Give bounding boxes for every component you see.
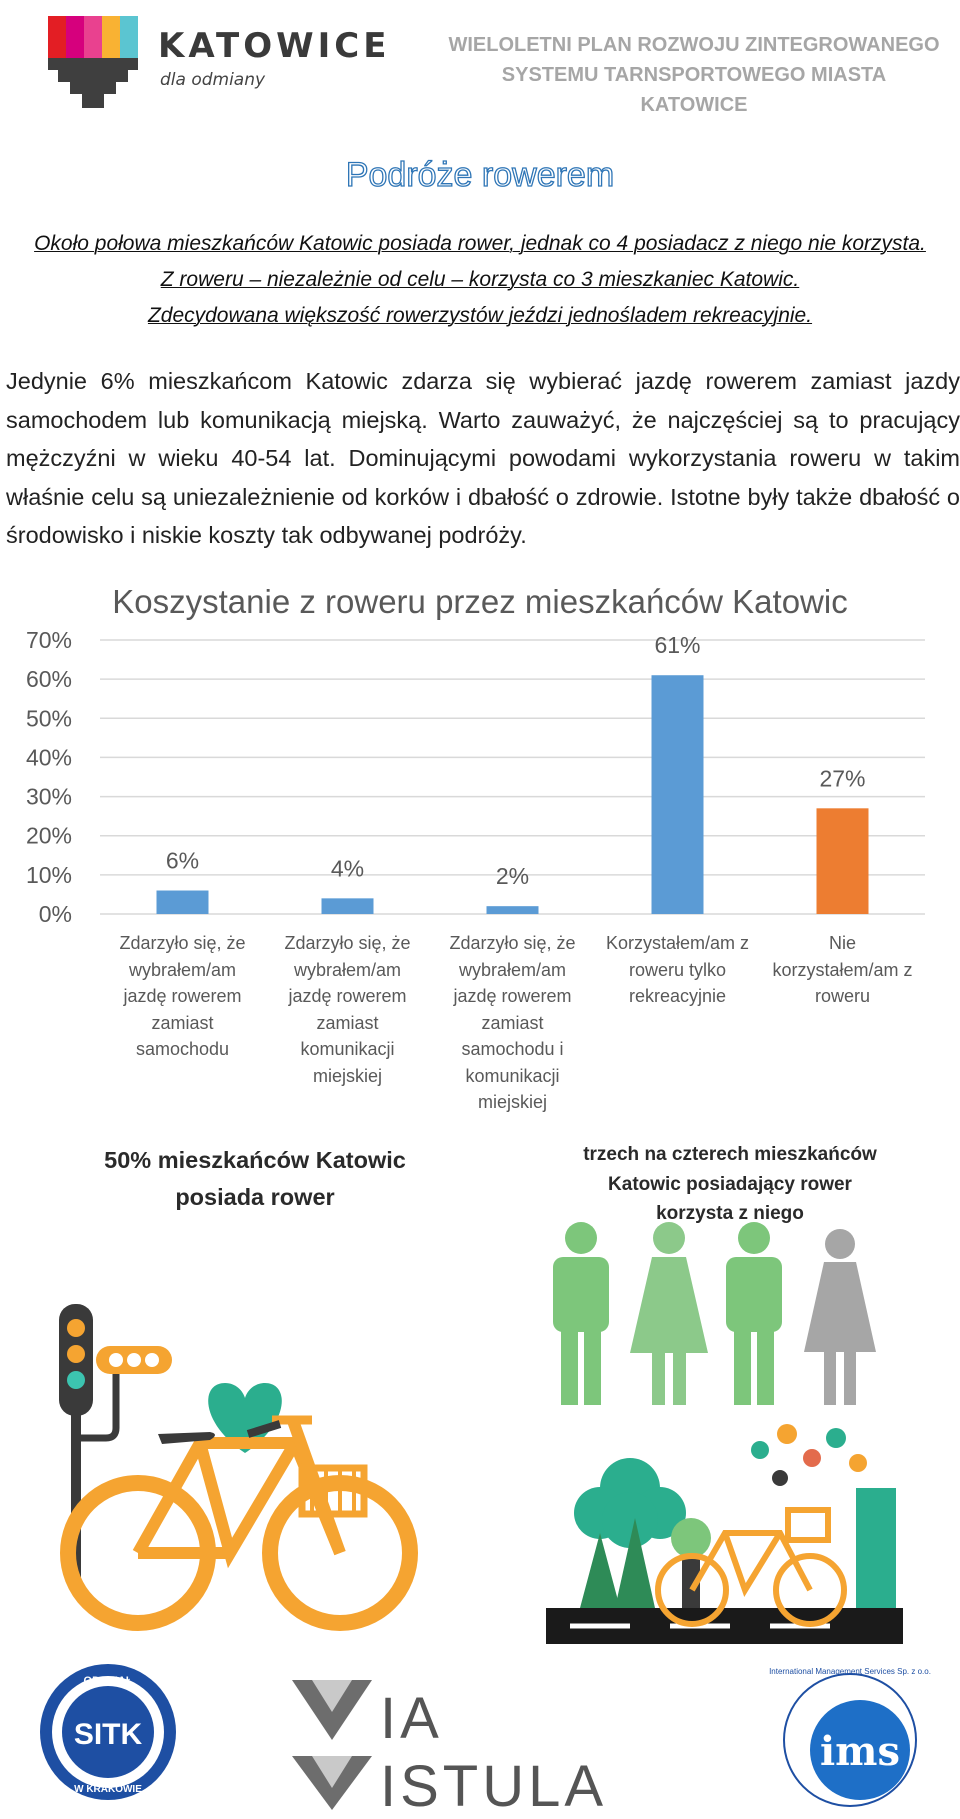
man-figure-icon — [553, 1222, 609, 1405]
caption-line: posiada rower — [175, 1184, 335, 1210]
y-tick-label: 30% — [26, 784, 72, 810]
y-tick-label: 40% — [26, 744, 72, 770]
bicycle-icon — [60, 1415, 418, 1631]
x-category-label-line: komunikacji — [465, 1065, 560, 1086]
y-tick-label: 50% — [26, 705, 72, 731]
x-category-label-line: samochodu i — [461, 1039, 564, 1059]
document-title-line: KATOWICE — [640, 94, 748, 116]
partner-logos: ODDZIAŁ SITK W KRAKOWIE IA ISTULA ims In… — [0, 1660, 960, 1819]
man-figure-icon — [726, 1222, 782, 1405]
bar-chart-svg: Koszystanie z roweru przez mieszkańców K… — [26, 583, 925, 927]
x-category-label-line: wybrałem/am — [128, 959, 237, 980]
sitk-logo: ODDZIAŁ SITK W KRAKOWIE — [40, 1664, 176, 1800]
x-category-label: Zdarzyło się, że wybrałem/am jazdę rowerem… — [433, 930, 593, 1116]
x-category-label-line: wybrałem/am — [293, 959, 402, 980]
x-category-label-line: Zdarzyło się, że — [284, 933, 411, 953]
caption-line: korzysta z niego — [656, 1203, 804, 1224]
ims-logo: ims International Management Services Sp… — [769, 1667, 931, 1807]
bar — [486, 906, 539, 914]
x-category-label-line: wybrałem/am — [458, 959, 567, 980]
caption-line: Katowic posiadający rower — [608, 1173, 852, 1195]
x-category-label-line: samochodu — [135, 1039, 230, 1059]
x-category-label-line: Korzystałem/am z — [605, 933, 750, 953]
via-vistula-line-2: ISTULA — [380, 1754, 607, 1814]
x-category-label: Nie korzystałem/am z roweru — [763, 930, 923, 1010]
ims-name: ims — [820, 1728, 900, 1775]
x-category-label-line: roweru — [814, 986, 871, 1006]
data-label: 4% — [331, 855, 364, 881]
x-category-label-line: Zdarzyło się, że — [449, 933, 576, 953]
sitk-bottom-text: W KRAKOWIE — [74, 1784, 142, 1795]
sitk-top-text: ODDZIAŁ — [84, 1675, 133, 1687]
caption-line: trzech na czterech mieszkańców — [583, 1144, 877, 1165]
caption-line: 50% mieszkańców Katowic — [104, 1147, 406, 1173]
x-category-label-line: jazdę rowerem — [123, 986, 242, 1006]
woman-figure-icon — [630, 1222, 708, 1405]
x-category-label: Zdarzyło się, że wybrałem/am jazdę rowerem… — [268, 930, 428, 1089]
x-category-label-line: zamiast — [151, 1012, 214, 1033]
x-category-label-line: Nie — [828, 933, 856, 953]
bar — [156, 890, 209, 914]
document-title-line: SYSTEMU TARNSPORTOWEGO MIASTA — [501, 64, 887, 86]
data-label: 27% — [819, 765, 865, 791]
x-category-label-line: korzystałem/am z — [772, 959, 913, 980]
bar — [321, 898, 374, 914]
x-category-label-line: miejskiej — [312, 1065, 382, 1086]
x-category-label: Korzystałem/am z roweru tylko rekreacyjnie — [598, 930, 758, 1010]
document-title: WIELOLETNI PLAN ROZWOJU ZINTEGROWANEGO S… — [434, 30, 954, 120]
bike-usage-infographic: trzech na czterech mieszkańców Katowic p… — [540, 1138, 920, 1658]
park-bike-icon — [546, 1414, 903, 1644]
y-tick-label: 60% — [26, 666, 72, 692]
data-label: 2% — [496, 863, 529, 889]
y-tick-label: 70% — [26, 627, 72, 653]
summary-line: Zdecydowana większość rowerzystów jeździ… — [147, 304, 813, 327]
section-title: Podróże rowerem — [345, 155, 615, 194]
x-category-label-line: Zdarzyło się, że — [119, 933, 246, 953]
x-category-label-line: jazdę rowerem — [453, 986, 572, 1006]
partner-logos-svg: ODDZIAŁ SITK W KRAKOWIE IA ISTULA ims In… — [40, 1664, 931, 1819]
x-category-label-line: komunikacji — [300, 1039, 395, 1059]
x-category-label-line: zamiast — [481, 1012, 544, 1033]
city-tagline: dla odmiany — [160, 70, 266, 90]
bike-ownership-caption: 50% mieszkańców Katowic posiada rower — [40, 1142, 470, 1216]
sitk-name: SITK — [74, 1718, 143, 1751]
summary: Około połowa mieszkańców Katowic posiada… — [0, 226, 960, 334]
y-tick-label: 0% — [39, 901, 72, 927]
woman-figure-icon — [804, 1229, 876, 1405]
katowice-logo: KATOWICE dla odmiany — [48, 12, 386, 112]
data-label: 6% — [166, 848, 199, 874]
bike-usage-caption: trzech na czterech mieszkańców Katowic p… — [540, 1140, 920, 1229]
city-name: KATOWICE — [158, 26, 391, 66]
via-vistula-line-1: IA — [380, 1686, 443, 1751]
body-paragraph: Jedynie 6% mieszkańcom Katowic zdarza si… — [6, 368, 960, 548]
y-tick-label: 20% — [26, 823, 72, 849]
bar — [816, 808, 869, 914]
x-category-label-line: jazdę rowerem — [288, 986, 407, 1006]
people-illustration — [546, 1222, 903, 1644]
chart-title: Koszystanie z roweru przez mieszkańców K… — [112, 583, 847, 620]
x-category-label-line: miejskiej — [477, 1092, 547, 1112]
document-title-line: WIELOLETNI PLAN ROZWOJU ZINTEGROWANEGO — [448, 34, 940, 56]
ims-ring-text: International Management Services Sp. z … — [769, 1667, 931, 1676]
summary-line: Z roweru – niezależnie od celu – korzyst… — [160, 268, 800, 291]
heart-icon — [208, 1383, 282, 1453]
x-category-label: Zdarzyło się, że wybrałem/am jazdę rowerem… — [103, 930, 263, 1063]
bike-ownership-infographic: 50% mieszkańców Katowic posiada rower — [40, 1138, 470, 1658]
katowice-logo-mark-icon — [48, 16, 138, 108]
data-label: 61% — [654, 632, 700, 658]
x-category-label-line: zamiast — [316, 1012, 379, 1033]
summary-line: Około połowa mieszkańców Katowic posiada… — [34, 232, 926, 255]
y-tick-label: 10% — [26, 862, 72, 888]
via-vistula-logo: IA ISTULA — [292, 1680, 607, 1819]
x-category-label-line: roweru tylko — [628, 959, 727, 980]
bar-chart: Koszystanie z roweru przez mieszkańców K… — [0, 580, 960, 1120]
bike-illustration — [59, 1304, 418, 1631]
x-category-label-line: rekreacyjnie — [628, 986, 727, 1006]
traffic-light-icon — [59, 1304, 172, 1577]
bar — [651, 675, 704, 914]
